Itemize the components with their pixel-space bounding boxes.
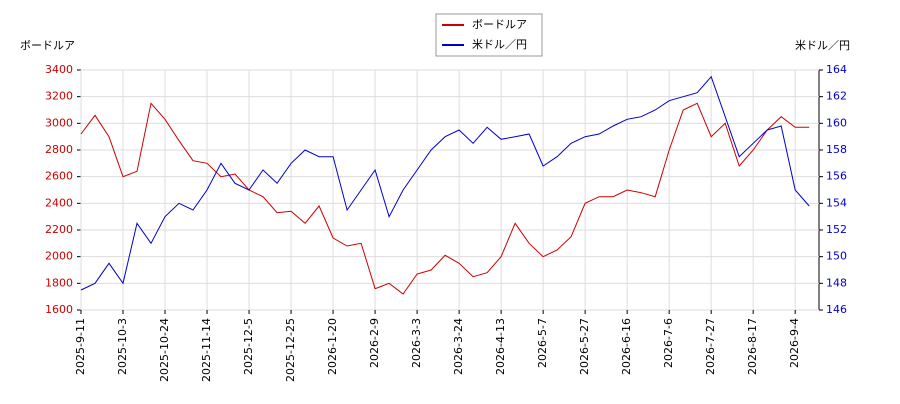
y-tick-label: 2000 xyxy=(45,250,73,263)
y-tick-label: 3000 xyxy=(45,116,73,129)
y-tick-label: 2800 xyxy=(45,143,73,156)
series-line xyxy=(80,102,810,295)
x-tick-label: 2025-12-5 xyxy=(242,318,255,375)
y2-tick-label: 154 xyxy=(826,196,847,209)
y-tick-label: 1600 xyxy=(45,303,73,316)
x-tick-label: 2026-7-27 xyxy=(704,318,717,375)
series-line xyxy=(80,75,810,291)
y-tick-label: 3200 xyxy=(45,90,73,103)
y2-axis-title: 米ドル／円 xyxy=(795,39,850,52)
x-tick-label: 2025-10-24 xyxy=(158,318,171,382)
y2-tick-label: 150 xyxy=(826,250,847,263)
y-tick-label: 2200 xyxy=(45,223,73,236)
y2-tick-label: 156 xyxy=(826,170,847,183)
x-tick-label: 2026-3-3 xyxy=(410,318,423,368)
legend-label: 米ドル／円 xyxy=(472,38,527,51)
y-tick-label: 2400 xyxy=(45,196,73,209)
y2-tick-label: 146 xyxy=(826,303,847,316)
y2-tick-label: 158 xyxy=(826,143,847,156)
x-tick-label: 2026-1-20 xyxy=(326,318,339,375)
y2-tick-label: 162 xyxy=(826,90,847,103)
x-tick-label: 2026-2-9 xyxy=(368,318,381,368)
y-tick-label: 2600 xyxy=(45,170,73,183)
legend-label: ボードルア xyxy=(472,18,527,31)
x-tick-label: 2025-12-25 xyxy=(284,318,297,382)
x-tick-label: 2026-4-13 xyxy=(494,318,507,375)
x-tick-label: 2026-8-17 xyxy=(746,318,759,375)
x-tick-label: 2026-5-27 xyxy=(578,318,591,375)
legend xyxy=(435,13,543,57)
y2-tick-label: 160 xyxy=(826,116,847,129)
x-tick-label: 2026-3-24 xyxy=(452,318,465,375)
y2-tick-label: 152 xyxy=(826,223,847,236)
y-tick-label: 3400 xyxy=(45,63,73,76)
y2-tick-label: 164 xyxy=(826,63,847,76)
x-tick-label: 2025-10-3 xyxy=(116,318,129,375)
plot-frame xyxy=(80,69,820,311)
x-tick-label: 2026-9-4 xyxy=(788,318,801,368)
x-tick-label: 2026-5-7 xyxy=(536,318,549,368)
x-tick-label: 2025-11-14 xyxy=(200,318,213,382)
x-tick-label: 2025-9-11 xyxy=(74,318,87,375)
y-axis-title: ボードルア xyxy=(20,39,75,52)
x-tick-label: 2026-6-16 xyxy=(620,318,633,375)
x-tick-label: 2026-7-6 xyxy=(662,318,675,368)
y-tick-label: 1800 xyxy=(45,276,73,289)
y2-tick-label: 148 xyxy=(826,276,847,289)
